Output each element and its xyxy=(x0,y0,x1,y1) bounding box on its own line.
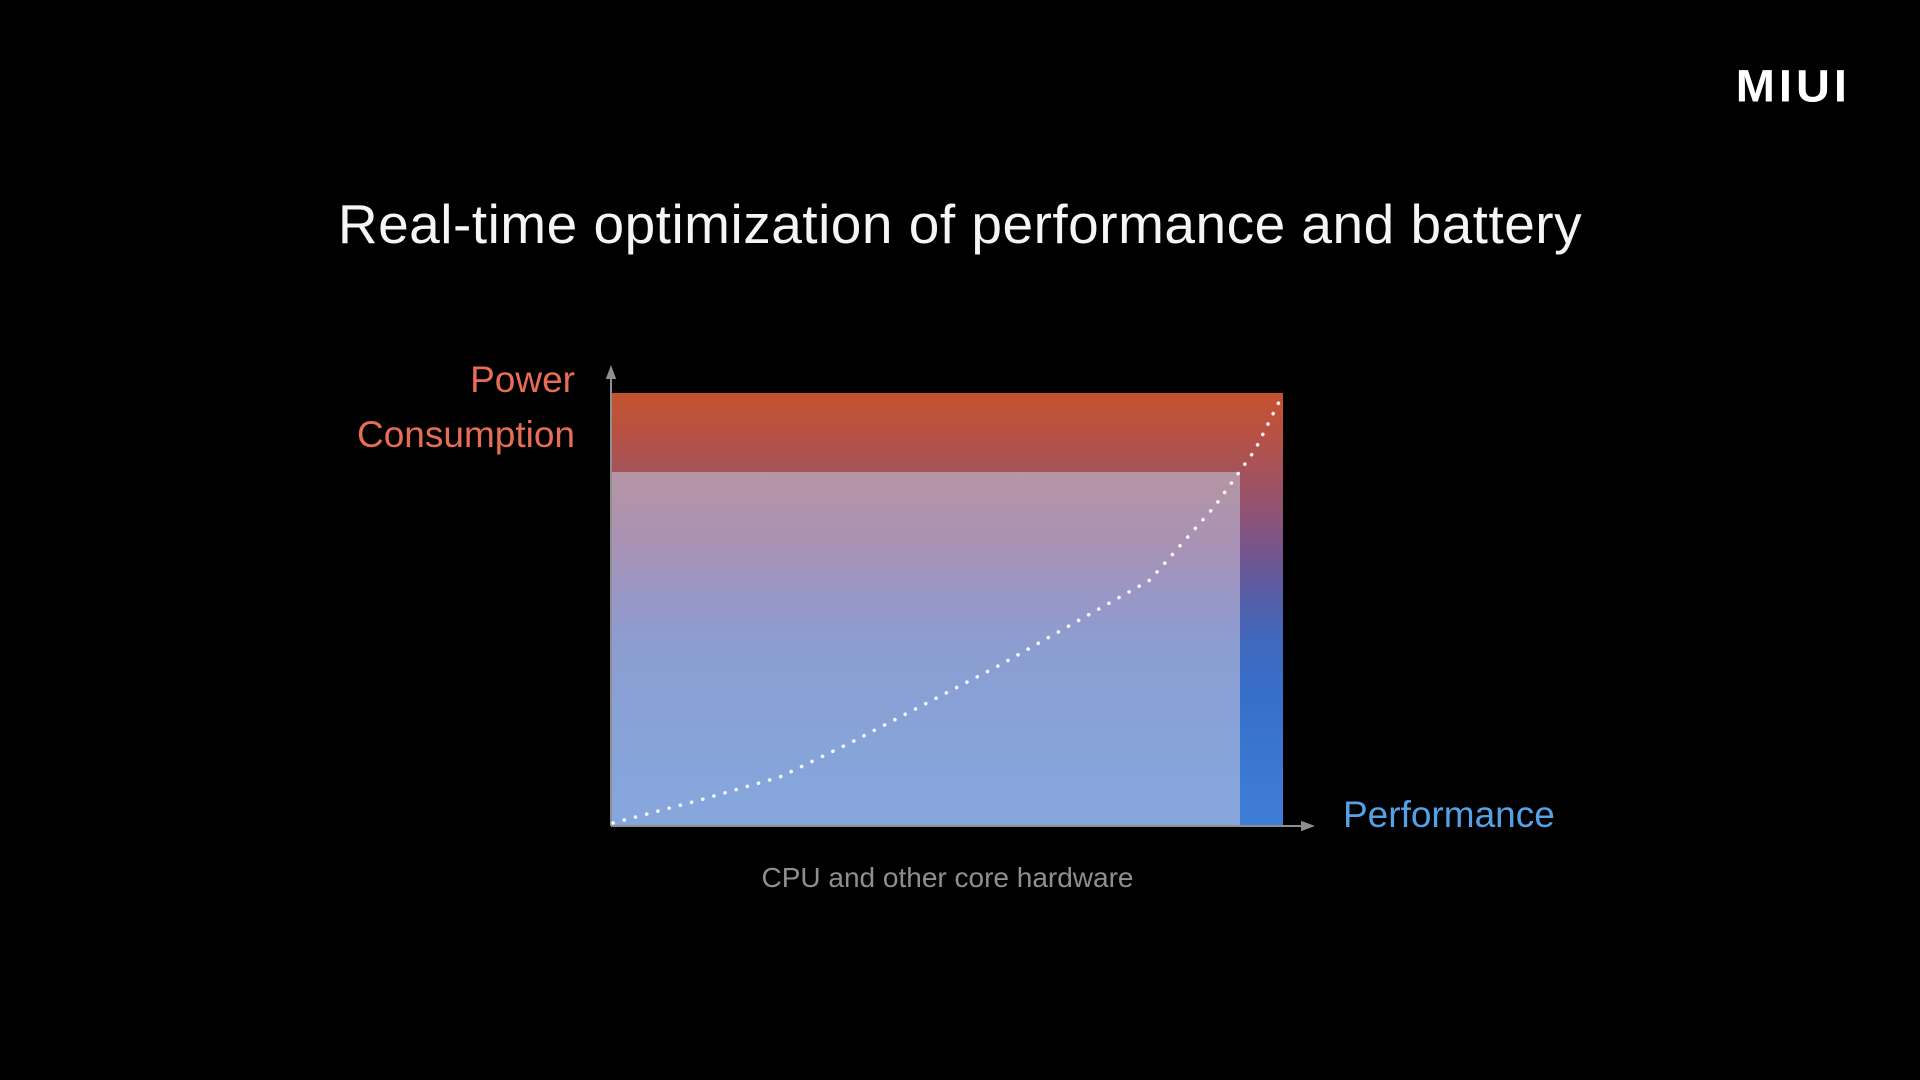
x-axis-label: Performance xyxy=(1343,794,1555,835)
page-title: Real-time optimization of performance an… xyxy=(337,193,1583,255)
power-curve-dotted xyxy=(611,392,1285,825)
y-axis-label-line2: Consumption xyxy=(356,414,575,455)
y-axis-label: Power Consumption xyxy=(175,352,575,462)
optimized-area-overlay xyxy=(612,472,1240,826)
x-axis-arrowhead xyxy=(1301,820,1315,832)
x-axis-caption: CPU and other core hardware xyxy=(761,862,1134,893)
y-axis-label-line1: Power xyxy=(470,359,575,400)
y-axis-arrowhead xyxy=(605,365,617,379)
miui-logo: MIUI xyxy=(1735,60,1851,111)
